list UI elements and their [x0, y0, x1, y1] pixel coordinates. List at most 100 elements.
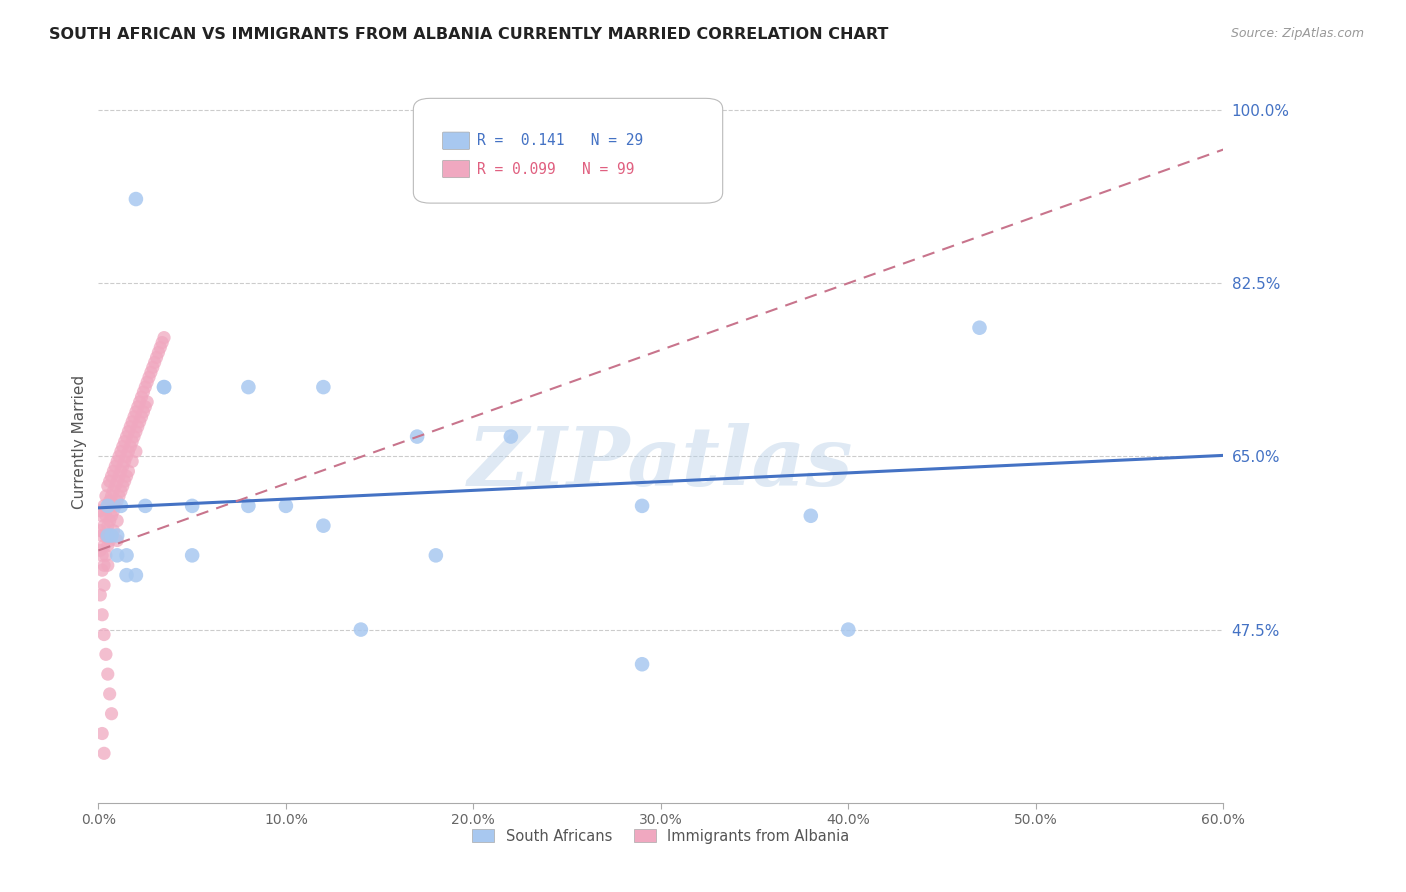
Point [110, 499, 132, 513]
Point [122, 409, 145, 424]
Point [100, 706, 122, 721]
Point [108, 469, 131, 483]
Point [97, 479, 120, 493]
Point [121, 454, 143, 468]
Point [125, 568, 148, 582]
Point [91, 726, 114, 740]
Point [97, 499, 120, 513]
Point [631, 499, 654, 513]
Point [136, 395, 159, 409]
Point [153, 380, 176, 394]
Point [134, 380, 156, 394]
Point [91, 549, 114, 563]
Y-axis label: Currently Married: Currently Married [72, 375, 87, 508]
Point [93, 518, 115, 533]
Point [105, 474, 128, 488]
Point [94, 508, 117, 523]
Point [837, 623, 859, 637]
Point [93, 747, 115, 761]
Point [98, 494, 121, 508]
Point [115, 568, 138, 582]
Point [127, 400, 149, 414]
Point [134, 400, 156, 414]
Point [100, 528, 122, 542]
Text: SOUTH AFRICAN VS IMMIGRANTS FROM ALBANIA CURRENTLY MARRIED CORRELATION CHART: SOUTH AFRICAN VS IMMIGRANTS FROM ALBANIA… [49, 27, 889, 42]
Point [100, 528, 122, 542]
Point [104, 459, 127, 474]
Point [91, 563, 114, 577]
Point [94, 528, 117, 542]
Point [89, 504, 111, 518]
Point [108, 450, 131, 464]
Point [100, 508, 122, 523]
Point [120, 440, 142, 454]
FancyBboxPatch shape [413, 98, 723, 203]
Point [97, 518, 120, 533]
Point [93, 578, 115, 592]
Point [149, 341, 172, 355]
Text: Source: ZipAtlas.com: Source: ZipAtlas.com [1230, 27, 1364, 40]
Point [103, 483, 125, 498]
Text: ZIPatlas: ZIPatlas [468, 423, 853, 503]
Point [98, 533, 121, 548]
Point [143, 355, 166, 369]
Point [238, 380, 260, 394]
Point [131, 390, 153, 404]
FancyBboxPatch shape [443, 132, 470, 150]
Point [499, 429, 522, 443]
Point [115, 469, 138, 483]
Point [97, 499, 120, 513]
Point [97, 539, 120, 553]
Point [93, 539, 115, 553]
Point [94, 549, 117, 563]
Point [98, 687, 121, 701]
Point [104, 499, 127, 513]
Point [132, 405, 155, 419]
Point [104, 479, 127, 493]
Point [134, 499, 156, 513]
Point [93, 499, 115, 513]
Point [181, 499, 204, 513]
Point [108, 489, 131, 503]
Point [131, 409, 153, 424]
Point [91, 607, 114, 622]
Point [93, 558, 115, 573]
Point [238, 499, 260, 513]
Point [800, 508, 823, 523]
Point [94, 648, 117, 662]
Point [114, 474, 136, 488]
Point [105, 549, 128, 563]
Point [121, 415, 143, 429]
Point [110, 464, 132, 478]
Point [111, 440, 134, 454]
Point [120, 419, 142, 434]
Point [105, 514, 128, 528]
Point [97, 558, 120, 573]
Point [125, 192, 148, 206]
Point [97, 528, 120, 542]
Point [91, 528, 114, 542]
Point [117, 444, 139, 458]
Point [114, 454, 136, 468]
Point [142, 360, 165, 375]
Point [181, 549, 204, 563]
Point [153, 380, 176, 394]
Point [89, 543, 111, 558]
Point [114, 434, 136, 449]
Point [139, 365, 162, 379]
Point [312, 518, 335, 533]
Point [93, 627, 115, 641]
Point [103, 504, 125, 518]
Point [111, 479, 134, 493]
Point [128, 415, 150, 429]
Point [100, 469, 122, 483]
Point [105, 494, 128, 508]
Point [115, 429, 138, 443]
Point [115, 450, 138, 464]
Point [969, 320, 991, 334]
Point [138, 370, 160, 384]
Point [128, 395, 150, 409]
Point [312, 380, 335, 394]
Point [91, 508, 114, 523]
Point [97, 667, 120, 681]
